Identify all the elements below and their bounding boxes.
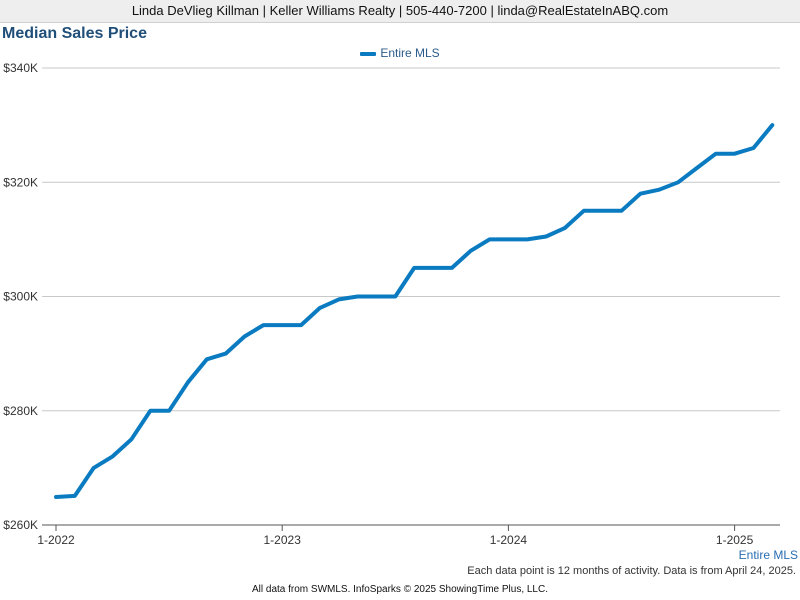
legend-swatch (360, 51, 377, 56)
source-credit: All data from SWMLS. InfoSparks © 2025 S… (251, 584, 548, 595)
chart-title: Median Sales Price (2, 25, 147, 42)
y-tick-label: $280K (3, 404, 38, 418)
y-tick-label: $300K (3, 290, 38, 304)
legend: Entire MLS (0, 46, 800, 60)
x-tick-label: 1-2024 (490, 533, 528, 547)
x-tick-label: 1-2022 (37, 533, 75, 547)
x-tick-label: 1-2023 (264, 533, 302, 547)
y-tick-label: $320K (3, 175, 38, 189)
contact-header: Linda DeVlieg Killman | Keller Williams … (0, 0, 800, 23)
footnote: Each data point is 12 months of activity… (467, 565, 796, 577)
axis-series-label: Entire MLS (739, 548, 798, 562)
x-tick-label: 1-2025 (716, 533, 754, 547)
series-line (54, 123, 775, 499)
y-tick-label: $340K (3, 61, 38, 75)
y-tick-label: $260K (3, 518, 38, 532)
legend-label: Entire MLS (380, 46, 440, 60)
